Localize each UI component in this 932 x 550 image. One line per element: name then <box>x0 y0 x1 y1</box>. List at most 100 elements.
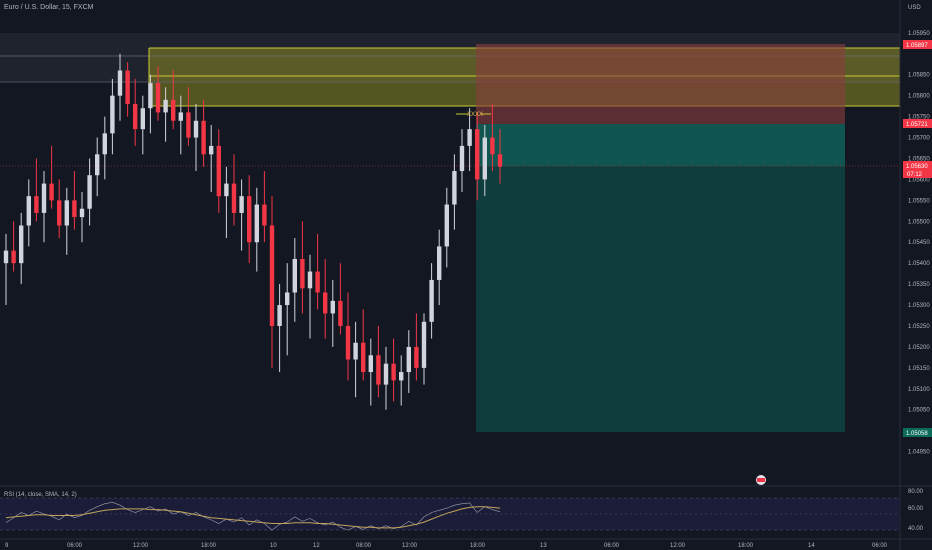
price-tick-label: 1.05950 <box>908 31 930 37</box>
time-tick-label: 18:00 <box>470 543 486 549</box>
rsi-sma-line <box>5 506 501 529</box>
bearish-candle[interactable] <box>231 183 237 213</box>
bullish-candle[interactable] <box>26 196 31 226</box>
bullish-candle[interactable] <box>148 83 153 109</box>
price-tags: 1.05897 1.05721 1.05630 07:12 1.05058 <box>903 40 932 437</box>
bullish-candle[interactable] <box>163 99 168 113</box>
bearish-candle[interactable] <box>475 129 480 180</box>
bullish-candle[interactable] <box>383 363 389 385</box>
bearish-candle[interactable] <box>391 363 396 381</box>
rsi-pane[interactable]: RSI (14, close, SMA, 14, 2) 80.00 60.00 … <box>0 485 932 532</box>
bearish-candle[interactable] <box>216 145 221 197</box>
bearish-candle[interactable] <box>34 196 39 213</box>
price-tick-label: 1.05400 <box>908 261 930 267</box>
bearish-candle[interactable] <box>133 104 138 130</box>
bullish-candle[interactable] <box>102 133 107 155</box>
price-axis[interactable]: USD 1.059501.058501.058001.057501.057001… <box>899 0 930 550</box>
time-tick-label: 12:00 <box>402 543 418 549</box>
bullish-candle[interactable] <box>292 258 297 293</box>
rsi-label: RSI (14, close, SMA, 14, 2) <box>4 492 77 498</box>
rsi-level-60: 60.00 <box>908 506 924 512</box>
price-tick-label: 1.05650 <box>908 156 930 162</box>
bearish-candle[interactable] <box>338 300 343 326</box>
price-tick-label: 1.05700 <box>908 136 930 142</box>
time-tick-label: 06:00 <box>604 543 620 549</box>
bearish-candle[interactable] <box>345 325 351 360</box>
entry-marker[interactable]: XXXX <box>456 112 491 118</box>
stop-loss-zone[interactable] <box>476 44 845 124</box>
bullish-candle[interactable] <box>41 183 47 213</box>
bullish-candle[interactable] <box>285 292 290 306</box>
bullish-candle[interactable] <box>209 145 214 155</box>
bearish-candle[interactable] <box>315 271 320 293</box>
time-tick-label: 18:00 <box>201 543 217 549</box>
bearish-candle[interactable] <box>72 200 77 218</box>
bullish-candle[interactable] <box>178 112 183 121</box>
bullish-candle[interactable] <box>193 120 199 138</box>
bullish-candle[interactable] <box>429 279 434 322</box>
time-tick-label: 12:00 <box>133 543 149 549</box>
bullish-candle[interactable] <box>239 196 244 213</box>
time-tick-label: 12 <box>313 543 320 549</box>
bullish-candle[interactable] <box>277 305 282 326</box>
bullish-candle[interactable] <box>110 95 115 134</box>
price-tick-label: 1.05100 <box>908 387 930 393</box>
bullish-candle[interactable] <box>482 137 487 180</box>
bullish-candle[interactable] <box>444 204 449 247</box>
bullish-candle[interactable] <box>406 346 411 373</box>
bearish-candle[interactable] <box>497 154 503 167</box>
bullish-candle[interactable] <box>79 208 85 218</box>
bullish-candle[interactable] <box>467 129 472 146</box>
bullish-candle[interactable] <box>117 70 123 96</box>
bearish-candle[interactable] <box>247 196 252 243</box>
take-profit-zone[interactable] <box>476 124 845 432</box>
price-tick-label: 1.05550 <box>908 198 930 204</box>
entry-marker-label: XXXX <box>467 112 483 118</box>
bearish-candle[interactable] <box>490 137 495 155</box>
time-tick-label: 12:00 <box>670 543 686 549</box>
time-axis[interactable]: 9 06:00 12:00 18:00 10 12 08:00 12:00 18:00 13 06:… <box>0 538 932 549</box>
bullish-candle[interactable] <box>19 225 24 264</box>
bullish-candle[interactable] <box>64 200 69 226</box>
time-tick-label: 13 <box>540 543 547 549</box>
bullish-candle[interactable] <box>307 271 313 289</box>
rsi-level-80: 80.00 <box>908 489 924 495</box>
bearish-candle[interactable] <box>155 83 161 113</box>
target-price-label: 1.05058 <box>906 431 928 437</box>
bullish-candle[interactable] <box>224 183 229 197</box>
bullish-candle[interactable] <box>95 154 100 176</box>
bullish-candle[interactable] <box>254 204 259 243</box>
bullish-candle[interactable] <box>437 246 442 280</box>
bullish-candle[interactable] <box>353 342 358 360</box>
bearish-candle[interactable] <box>125 70 130 105</box>
bullish-candle[interactable] <box>399 372 404 381</box>
price-tick-label: 1.05050 <box>908 408 930 414</box>
bearish-candle[interactable] <box>57 200 62 226</box>
bearish-candle[interactable] <box>171 99 176 121</box>
bearish-candle[interactable] <box>186 112 191 138</box>
price-tick-label: 1.05300 <box>908 303 930 309</box>
bearish-candle[interactable] <box>201 120 206 155</box>
bearish-candle[interactable] <box>376 355 381 385</box>
bullish-candle[interactable] <box>421 321 427 368</box>
bearish-candle[interactable] <box>300 258 305 289</box>
currency-label: USD <box>908 5 921 11</box>
bearish-candle[interactable] <box>414 346 419 368</box>
bearish-candle[interactable] <box>49 183 54 201</box>
stop-price-tag <box>903 40 932 49</box>
entry-price-label: 1.05721 <box>906 122 928 128</box>
bullish-candle[interactable] <box>459 145 465 172</box>
bullish-candle[interactable] <box>87 175 92 209</box>
event-flag-icon[interactable] <box>756 475 766 485</box>
bullish-candle[interactable] <box>330 300 335 314</box>
bullish-candle[interactable] <box>3 250 9 264</box>
bullish-candle[interactable] <box>452 171 457 205</box>
bullish-candle[interactable] <box>140 108 145 130</box>
bullish-candle[interactable] <box>368 355 373 373</box>
bearish-candle[interactable] <box>269 225 275 326</box>
bearish-candle[interactable] <box>11 250 16 264</box>
bearish-candle[interactable] <box>262 204 267 226</box>
bearish-candle[interactable] <box>323 292 328 314</box>
bearish-candle[interactable] <box>361 342 366 373</box>
